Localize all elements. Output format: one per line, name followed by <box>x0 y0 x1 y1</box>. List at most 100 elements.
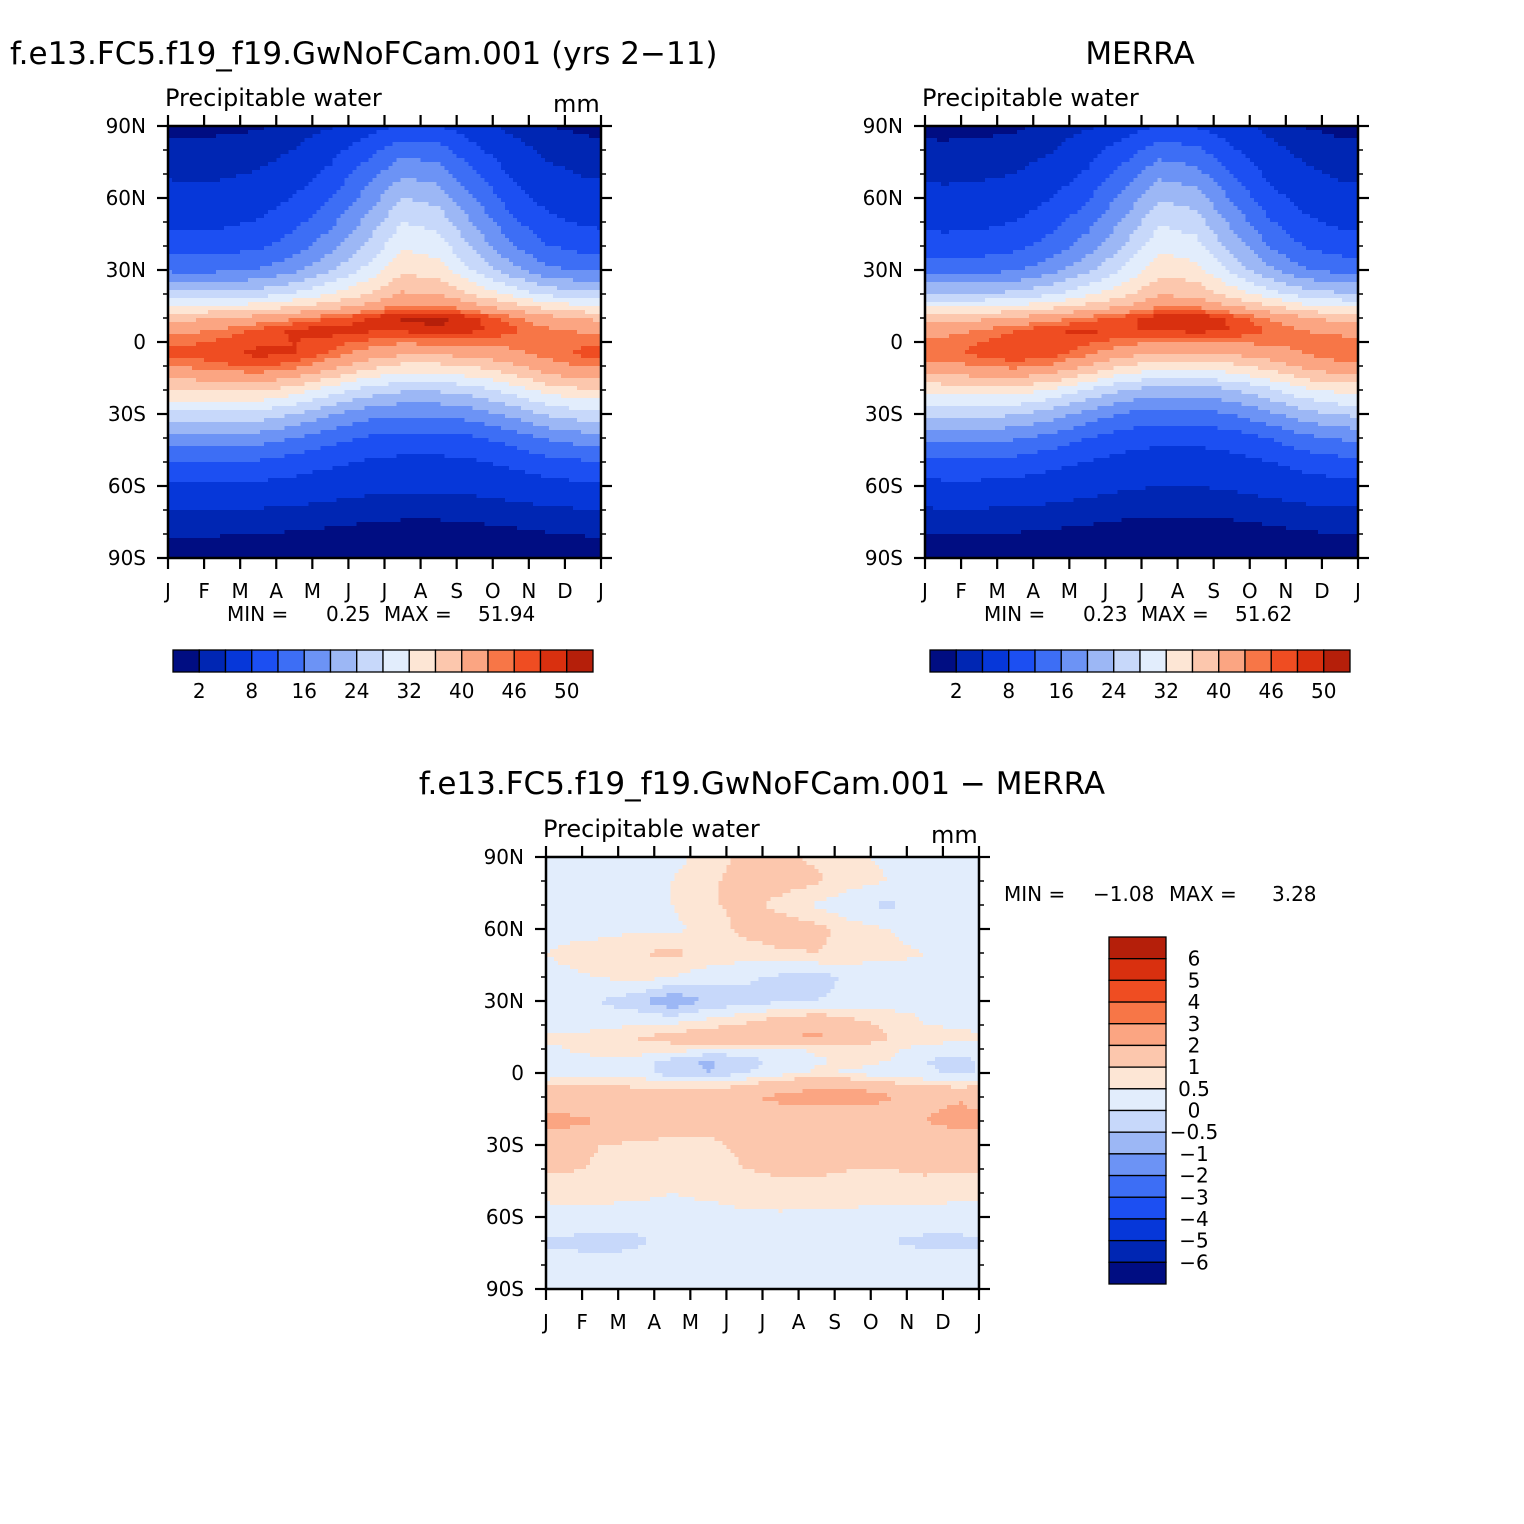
field-cell <box>557 238 562 243</box>
field-cell <box>469 166 474 171</box>
field-cell <box>573 210 578 215</box>
field-cell <box>561 142 566 147</box>
field-cell <box>292 206 297 211</box>
field-cell <box>393 150 398 155</box>
field-cell <box>264 198 269 203</box>
field-cell <box>437 170 442 175</box>
field-cell <box>296 130 301 135</box>
field-cell <box>184 190 189 195</box>
field-cell <box>188 254 193 259</box>
field-cell <box>352 214 357 219</box>
field-cell <box>545 150 550 155</box>
field-cell <box>481 238 486 243</box>
field-cell <box>425 214 430 219</box>
field-cell <box>593 190 598 195</box>
field-cell <box>553 150 558 155</box>
field-cell <box>569 218 574 223</box>
field-cell <box>525 194 530 199</box>
field-cell <box>240 138 245 143</box>
field-cell <box>272 230 277 235</box>
field-cell <box>477 138 482 143</box>
field-cell <box>505 226 510 231</box>
field-cell <box>493 142 498 147</box>
field-cell <box>176 150 181 155</box>
field-cell <box>461 174 466 179</box>
field-cell <box>280 258 285 263</box>
field-cell <box>344 194 349 199</box>
field-cell <box>200 270 205 275</box>
field-cell <box>240 222 245 227</box>
field-cell <box>180 190 185 195</box>
field-cell <box>172 146 177 151</box>
field-cell <box>344 242 349 247</box>
field-cell <box>441 238 446 243</box>
field-cell <box>517 234 522 239</box>
field-cell <box>208 210 213 215</box>
field-cell <box>240 250 245 255</box>
field-cell <box>172 214 177 219</box>
field-cell <box>308 250 313 255</box>
field-cell <box>272 130 277 135</box>
field-cell <box>557 182 562 187</box>
field-cell <box>537 230 542 235</box>
field-cell <box>489 250 494 255</box>
field-cell <box>184 222 189 227</box>
field-cell <box>573 194 578 199</box>
field-cell <box>248 202 253 207</box>
field-cell <box>364 258 369 263</box>
field-cell <box>513 222 518 227</box>
field-cell <box>413 186 418 191</box>
field-cell <box>545 142 550 147</box>
panel-subtitle: Precipitable water <box>165 84 382 112</box>
field-cell <box>360 146 365 151</box>
field-cell <box>409 130 414 135</box>
field-cell <box>529 182 534 187</box>
field-cell <box>489 210 494 215</box>
field-cell <box>212 146 217 151</box>
field-cell <box>477 154 482 159</box>
field-cell <box>433 262 438 267</box>
field-cell <box>364 178 369 183</box>
field-cell <box>320 186 325 191</box>
field-cell <box>493 130 498 135</box>
field-cell <box>589 158 594 163</box>
field-cell <box>573 178 578 183</box>
field-cell <box>565 214 570 219</box>
field-cell <box>465 134 470 139</box>
field-cell <box>244 146 249 151</box>
field-cell <box>441 202 446 207</box>
field-cell <box>561 266 566 271</box>
field-cell <box>300 134 305 139</box>
field-cell <box>385 202 390 207</box>
field-cell <box>569 222 574 227</box>
field-cell <box>481 170 486 175</box>
field-cell <box>461 166 466 171</box>
field-cell <box>393 146 398 151</box>
field-cell <box>581 142 586 147</box>
field-cell <box>332 226 337 231</box>
field-cell <box>172 182 177 187</box>
field-cell <box>372 246 377 251</box>
field-cell <box>557 130 562 135</box>
field-cell <box>296 226 301 231</box>
field-cell <box>449 138 454 143</box>
field-cell <box>324 178 329 183</box>
field-cell <box>280 194 285 199</box>
field-cell <box>577 246 582 251</box>
field-cell <box>368 258 373 263</box>
field-cell <box>296 254 301 259</box>
field-cell <box>573 150 578 155</box>
field-cell <box>545 258 550 263</box>
field-cell <box>569 170 574 175</box>
field-cell <box>328 178 333 183</box>
field-cell <box>593 154 598 159</box>
field-cell <box>304 246 309 251</box>
field-cell <box>521 134 526 139</box>
field-cell <box>324 134 329 139</box>
field-cell <box>469 138 474 143</box>
field-cell <box>493 158 498 163</box>
field-cell <box>316 214 321 219</box>
field-cell <box>288 170 293 175</box>
field-cell <box>356 178 361 183</box>
field-cell <box>445 226 450 231</box>
